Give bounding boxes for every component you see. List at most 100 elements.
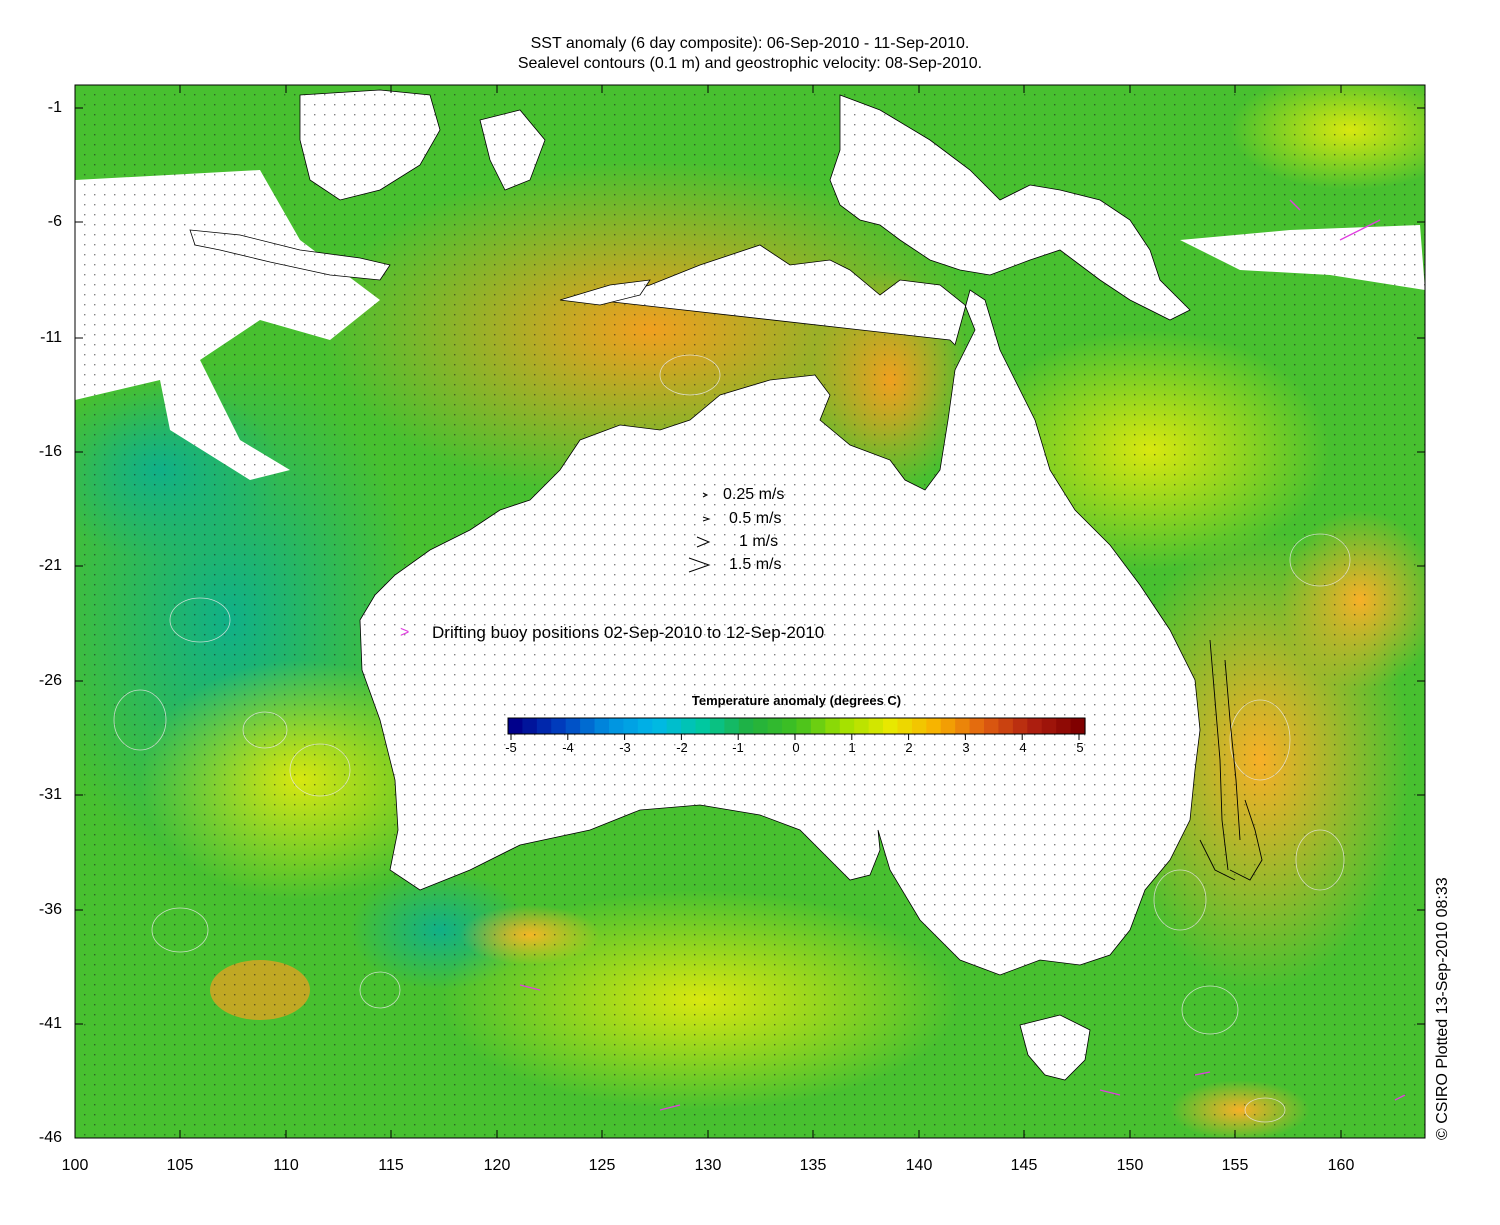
x-tick-label: 155 [1221,1157,1249,1174]
y-tick-label: -6 [47,213,62,230]
colorbar-swatch [637,718,653,734]
y-tick-label: -26 [38,672,62,689]
colorbar-swatch [955,718,971,734]
csiro-credit: © CSIRO Plotted 13-Sep-2010 08:33 [1434,877,1451,1140]
colorbar-swatch [1041,718,1057,734]
colorbar-swatch [984,718,1000,734]
colorbar-swatch [508,718,524,734]
colorbar-tick: 1 [848,740,856,755]
colorbar-swatch [1056,718,1072,734]
colorbar-swatch [839,718,855,734]
colorbar-swatch [825,718,841,734]
x-tick-label: 160 [1327,1157,1355,1174]
y-tick-label: -1 [47,99,62,116]
map-title-line-2: Sealevel contours (0.1 m) and geostrophi… [517,55,983,72]
velocity-legend-arrow-1 [702,516,711,522]
velocity-legend-label: 1 m/s [739,533,779,550]
colorbar-swatch [940,718,956,734]
colorbar [508,718,1086,740]
x-tick-label: 125 [588,1157,616,1174]
colorbar-swatch [709,718,725,734]
y-tick-label: -36 [38,901,62,918]
velocity-legend-arrow-2 [696,536,711,548]
x-tick-label: 110 [273,1157,299,1174]
y-tick-label: -16 [38,443,62,460]
colorbar-frame [507,717,1086,735]
colorbar-swatch [998,718,1014,734]
colorbar-swatch [724,718,740,734]
y-tick-label: -31 [38,786,62,803]
colorbar-swatch [695,718,711,734]
velocity-legend-label: 1.5 m/s [729,556,782,573]
colorbar-swatch [681,718,697,734]
colorbar-swatch [897,718,913,734]
velocity-field-dots [75,85,1425,1138]
colorbar-swatch [753,718,769,734]
x-tick-label: 140 [905,1157,933,1174]
x-tick-label: 120 [483,1157,511,1174]
drifting-buoy-tracks [519,199,1406,1111]
velocity-legend-arrows [688,492,711,573]
colorbar-swatch [738,718,754,734]
sealevel-contours [113,354,1351,1123]
colorbar-swatch [608,718,625,734]
colorbar-swatch [623,718,639,734]
velocity-legend-arrow-3 [688,557,711,573]
colorbar-swatch [796,718,812,734]
map-plot-area [75,85,1425,1138]
x-tick-label: 100 [61,1157,89,1174]
colorbar-tick: 5 [1076,740,1084,755]
colorbar-tick: 4 [1019,740,1027,755]
velocity-legend-label: 0.25 m/s [723,486,785,503]
colorbar-swatch [854,718,870,734]
y-tick-label: -41 [38,1015,62,1032]
colorbar-swatch [565,718,581,734]
y-tick-label: -46 [38,1129,62,1146]
x-tick-label: 105 [166,1157,194,1174]
x-tick-marks [74,85,1342,1138]
y-tick-marks [75,107,1425,1139]
x-tick-label: 135 [799,1157,827,1174]
buoy-legend-symbol: > [400,624,410,641]
y-tick-label: -11 [40,329,62,346]
colorbar-swatch [911,718,927,734]
velocity-legend-arrow-0 [702,492,709,498]
colorbar-tick: -5 [505,740,517,755]
colorbar-swatch [810,718,826,734]
map-title-line-1: SST anomaly (6 day composite): 06-Sep-20… [530,35,970,52]
east-australian-current-arrows [1199,639,1263,881]
colorbar-swatch [1027,718,1043,734]
buoy-legend-label: Drifting buoy positions 02-Sep-2010 to 1… [432,623,825,642]
velocity-legend-label: 0.5 m/s [729,510,782,527]
colorbar-swatch [652,718,668,734]
colorbar-swatch [767,718,783,734]
colorbar-title: Temperature anomaly (degrees C) [691,693,902,708]
plot-frame [74,84,1426,1139]
colorbar-swatch [969,718,985,734]
colorbar-swatch [536,718,552,734]
colorbar-swatch [782,718,798,734]
colorbar-swatch [551,718,567,734]
colorbar-swatch [926,718,942,734]
x-tick-label: 115 [378,1157,404,1174]
y-tick-label: -21 [38,557,62,574]
colorbar-tick: 2 [905,740,913,755]
colorbar-tick: -3 [619,740,631,755]
colorbar-tick: -1 [732,740,744,755]
colorbar-swatch [1012,718,1028,734]
colorbar-tick: 0 [792,740,800,755]
colorbar-swatch [868,718,884,734]
colorbar-swatch [1070,718,1086,734]
colorbar-swatch [522,718,538,734]
colorbar-swatch [594,718,610,734]
x-tick-label: 150 [1116,1157,1144,1174]
colorbar-tick: 3 [962,740,970,755]
x-tick-label: 130 [694,1157,722,1174]
colorbar-tick: -4 [562,740,574,755]
x-tick-label: 145 [1010,1157,1038,1174]
colorbar-swatch [666,718,682,734]
colorbar-swatch [883,718,899,734]
colorbar-tick: -2 [676,740,688,755]
colorbar-swatch [580,718,596,734]
